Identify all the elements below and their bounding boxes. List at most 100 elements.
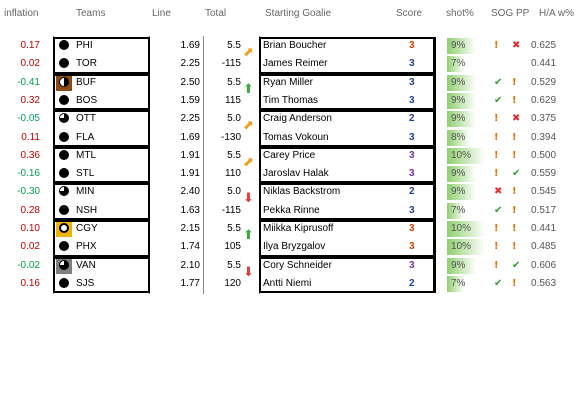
shot-pct-bar xyxy=(447,129,470,146)
total-value: -115 xyxy=(221,58,241,70)
game-box-goalies xyxy=(259,73,435,111)
black-circle-icon xyxy=(59,168,69,179)
game-box-teams xyxy=(53,37,150,74)
sog-warning-icon: ! xyxy=(494,113,499,125)
sog-warning-icon: ! xyxy=(494,149,499,161)
open-circle-icon xyxy=(59,223,69,233)
moneyline-value: 1.69 xyxy=(180,40,200,51)
sog-warning-icon: ! xyxy=(494,131,499,143)
table-row: -0.30 MIN 2.40 5.0 ⬇ Niklas Backstrom 2 9% ✖! 0.5… xyxy=(0,183,588,206)
pp-warning-icon: ! xyxy=(512,149,517,161)
score-value: 3 xyxy=(409,241,415,253)
shot-pct-bar xyxy=(447,111,476,128)
header-score: Score xyxy=(396,8,423,19)
goalie-name: Ilya Bryzgalov xyxy=(263,241,326,253)
score-value: 3 xyxy=(409,58,415,70)
team-abbreviation: MIN xyxy=(76,186,95,198)
shot-pct-bar xyxy=(447,74,476,91)
shot-pct-value: 8% xyxy=(451,131,466,143)
sog-warning-icon: ! xyxy=(494,168,499,180)
score-value: 3 xyxy=(409,76,415,88)
table-row: -0.02 VAN 2.10 5.5 ⬇ Cory Schneider 3 9%! ✔ 0.606 xyxy=(0,257,588,280)
sog-x-icon: ✖ xyxy=(494,186,503,198)
shot-pct-value: 9% xyxy=(451,94,466,106)
score-value: 2 xyxy=(409,186,415,198)
up-arrow-icon: ⬆ xyxy=(243,228,254,243)
home-away-win-pct: 0.441 xyxy=(531,223,557,234)
inflation-value: 0.02 xyxy=(20,58,40,70)
goalie-name: Miikka Kiprusoff xyxy=(263,223,334,234)
score-value: 3 xyxy=(409,131,415,143)
sog-warning-icon: ! xyxy=(494,259,499,271)
table-row: -0.05 OTT 2.25 5.0 ⬈ Craig Anderson 2 9%! ✖ 0.375 xyxy=(0,110,588,133)
pp-warning-icon: ! xyxy=(512,131,517,143)
game-box-goalies xyxy=(259,220,435,257)
goalie-name: Cory Schneider xyxy=(263,259,332,271)
inflation-value: -0.41 xyxy=(17,76,40,88)
score-value: 2 xyxy=(409,113,415,125)
pp-warning-icon: ! xyxy=(512,223,517,234)
home-away-win-pct: 0.517 xyxy=(531,204,557,216)
pp-warning-icon: ! xyxy=(512,277,517,289)
total-value: 5.0 xyxy=(227,186,241,198)
game-box-goalies xyxy=(259,110,435,147)
table-row: 0.36 MTL 1.91 5.5 ⬈ Carey Price 3 10%!! 0.500 xyxy=(0,147,588,170)
game-box-goalies xyxy=(259,183,435,220)
inflation-value: 0.36 xyxy=(20,149,40,161)
pp-warning-icon: ! xyxy=(512,186,517,198)
black-circle-icon xyxy=(59,131,69,142)
header-total: Total xyxy=(205,8,227,19)
total-value: 5.5 xyxy=(227,40,241,51)
header-line: Line xyxy=(152,8,171,19)
game-box-goalies xyxy=(259,256,435,294)
inflation-value: 0.17 xyxy=(20,40,40,51)
game-box-teams xyxy=(53,146,150,184)
shot-pct-value: 10% xyxy=(451,241,472,253)
black-circle-icon xyxy=(59,204,69,215)
black-circle-icon xyxy=(59,241,69,252)
moneyline-value: 2.10 xyxy=(180,259,200,271)
sog-check-icon: ✔ xyxy=(494,277,503,289)
total-value: -115 xyxy=(221,204,241,216)
inflation-value: -0.02 xyxy=(17,259,40,271)
shot-pct-value: 9% xyxy=(451,40,466,51)
sog-check-icon: ✔ xyxy=(494,76,503,88)
inflation-value: 0.16 xyxy=(20,277,40,289)
goalie-name: Ryan Miller xyxy=(263,76,314,88)
team-abbreviation: BOS xyxy=(76,94,98,106)
goalie-name: Niklas Backstrom xyxy=(263,186,341,198)
goalie-name: Jaroslav Halak xyxy=(263,168,329,180)
header-inflation: inflation xyxy=(4,8,39,19)
home-away-win-pct: 0.629 xyxy=(531,94,557,106)
score-value: 3 xyxy=(409,168,415,180)
pp-warning-icon: ! xyxy=(512,76,517,88)
team-abbreviation: STL xyxy=(76,168,95,180)
pp-warning-icon: ! xyxy=(512,241,517,253)
moneyline-value: 1.69 xyxy=(180,131,200,143)
table-row: 0.11 FLA 1.69 -130 Tomas Vokoun 3 8%!! 0.394 xyxy=(0,129,588,147)
shot-pct-value: 7% xyxy=(451,204,466,216)
total-value: 115 xyxy=(225,94,241,106)
home-away-win-pct: 0.625 xyxy=(531,40,557,51)
score-value: 3 xyxy=(409,40,415,51)
shot-pct-bar xyxy=(447,92,476,109)
three-quarter-circle-icon xyxy=(59,186,69,197)
team-abbreviation: FLA xyxy=(76,131,95,143)
team-abbreviation: PHX xyxy=(76,241,97,253)
game-box-goalies xyxy=(259,37,435,74)
score-value: 3 xyxy=(409,94,415,106)
team-abbreviation: BUF xyxy=(76,76,96,88)
sog-warning-icon: ! xyxy=(494,241,499,253)
shot-pct-bar xyxy=(447,257,476,274)
score-value: 3 xyxy=(409,149,415,161)
header-starting-goalie: Starting Goalie xyxy=(265,8,332,19)
inflation-value: 0.32 xyxy=(20,94,40,106)
total-value: 5.5 xyxy=(227,259,241,271)
team-abbreviation: MTL xyxy=(76,149,96,161)
black-circle-icon xyxy=(59,277,69,288)
shot-pct-bar xyxy=(447,239,485,256)
black-circle-icon xyxy=(59,58,69,69)
shot-pct-value: 10% xyxy=(451,223,472,234)
game-box-teams xyxy=(53,73,150,111)
black-circle-icon xyxy=(59,40,69,50)
